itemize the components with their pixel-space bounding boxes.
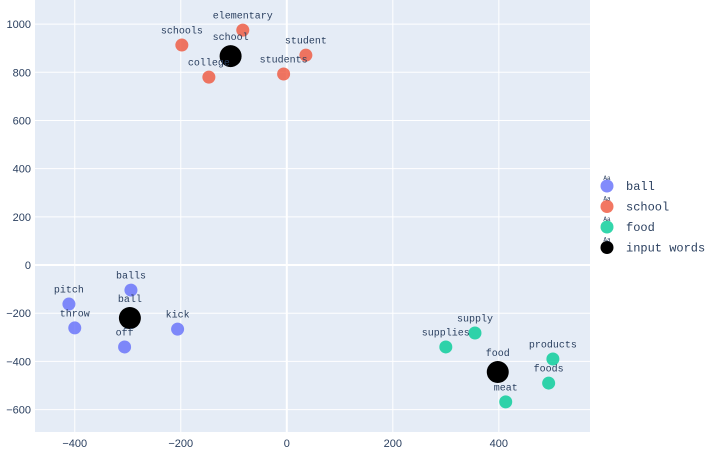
point-label: elementary bbox=[213, 11, 273, 23]
point-label: supply bbox=[457, 313, 493, 325]
point-label: food bbox=[486, 348, 510, 360]
point-college[interactable] bbox=[202, 70, 216, 84]
y-tick-label: 400 bbox=[13, 164, 31, 176]
legend-text-glyph: Aa bbox=[603, 216, 611, 223]
point-school[interactable] bbox=[219, 45, 242, 68]
point-label: schools bbox=[161, 26, 203, 38]
point-label: student bbox=[285, 36, 327, 48]
x-tick-label: 200 bbox=[384, 438, 402, 450]
point-label: pitch bbox=[54, 285, 84, 297]
legend-marker bbox=[600, 220, 614, 234]
point-label: balls bbox=[116, 271, 146, 283]
axis-ticks: −400 −200 0 200 400 −600 −400 −200 0 200 400 600 800… bbox=[6, 19, 508, 450]
point-supplies[interactable] bbox=[439, 340, 453, 354]
legend-item-input-words[interactable]: Aa input words bbox=[600, 237, 706, 256]
legend-label: food bbox=[626, 221, 655, 235]
y-tick-label: 200 bbox=[13, 212, 31, 224]
point-elementary[interactable] bbox=[236, 23, 250, 37]
legend-label: ball bbox=[626, 180, 655, 194]
legend-text-glyph: Aa bbox=[603, 196, 611, 203]
point-foods[interactable] bbox=[542, 376, 556, 390]
point-off[interactable] bbox=[118, 340, 132, 354]
point-balls[interactable] bbox=[124, 283, 138, 297]
y-tick-label: −600 bbox=[6, 405, 31, 417]
y-tick-label: 600 bbox=[13, 115, 31, 127]
point-throw[interactable] bbox=[68, 321, 82, 335]
point-food[interactable] bbox=[486, 361, 509, 384]
y-tick-label: 800 bbox=[13, 67, 31, 79]
x-tick-label: −400 bbox=[62, 438, 87, 450]
point-meat[interactable] bbox=[499, 395, 513, 409]
legend-marker bbox=[600, 200, 614, 213]
point-supply[interactable] bbox=[468, 326, 482, 340]
legend-label: school bbox=[626, 201, 669, 215]
legend-marker bbox=[600, 179, 614, 193]
x-tick-label: −200 bbox=[168, 438, 193, 450]
point-label: college bbox=[188, 58, 230, 70]
y-tick-label: −200 bbox=[6, 308, 31, 320]
x-tick-label: 0 bbox=[284, 438, 290, 450]
legend-item-school[interactable]: Aa school bbox=[600, 196, 670, 215]
x-tick-label: 400 bbox=[490, 438, 508, 450]
point-label: school bbox=[213, 32, 249, 44]
point-label: supplies bbox=[422, 327, 470, 339]
point-students[interactable] bbox=[277, 67, 291, 81]
point-ball[interactable] bbox=[118, 307, 141, 330]
point-label: meat bbox=[494, 383, 518, 394]
point-student[interactable] bbox=[299, 48, 313, 62]
y-tick-label: 0 bbox=[25, 260, 31, 272]
legend[interactable]: Aa ball Aa school Aa food Aa input words bbox=[600, 175, 706, 256]
legend-label: input words bbox=[626, 242, 705, 256]
point-label: throw bbox=[60, 308, 90, 320]
point-label: foods bbox=[534, 364, 564, 376]
point-kick[interactable] bbox=[171, 322, 185, 336]
point-label: ball bbox=[118, 294, 142, 306]
y-tick-label: 1000 bbox=[7, 19, 31, 31]
legend-item-food[interactable]: Aa food bbox=[600, 216, 655, 235]
point-pitch[interactable] bbox=[62, 297, 76, 311]
data-points: pitch balls throw off kick schools elementary c… bbox=[54, 11, 577, 409]
point-label: products bbox=[529, 339, 577, 351]
legend-marker bbox=[600, 241, 614, 254]
legend-text-glyph: Aa bbox=[603, 175, 611, 182]
point-label: students bbox=[260, 54, 308, 66]
legend-item-ball[interactable]: Aa ball bbox=[600, 175, 655, 194]
y-tick-label: −400 bbox=[6, 356, 31, 368]
point-schools[interactable] bbox=[175, 38, 189, 52]
point-label: off bbox=[116, 327, 134, 339]
point-products[interactable] bbox=[546, 352, 560, 366]
legend-text-glyph: Aa bbox=[603, 237, 611, 244]
point-label: kick bbox=[166, 310, 190, 322]
